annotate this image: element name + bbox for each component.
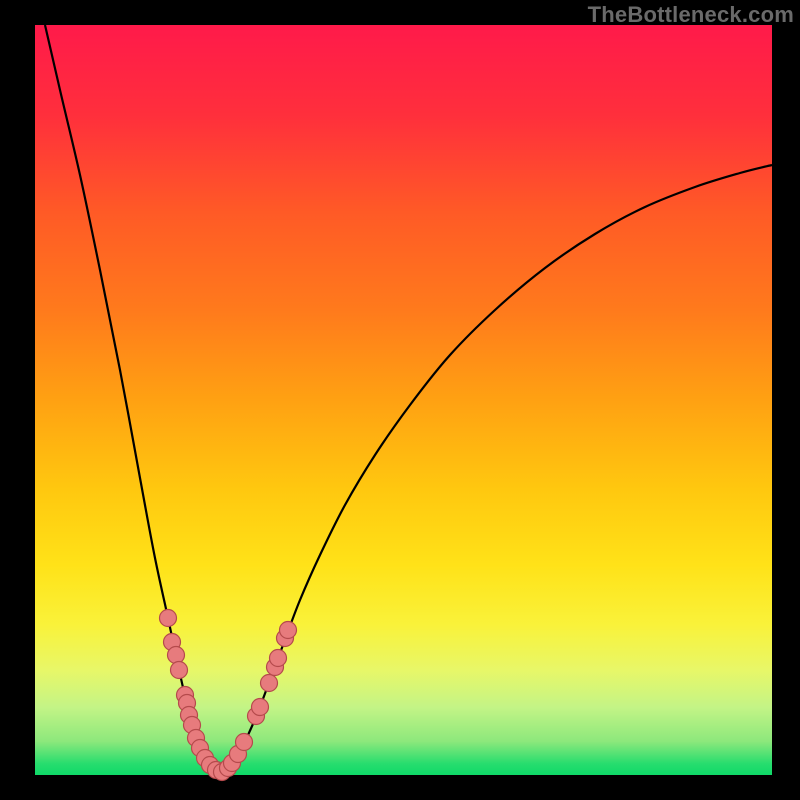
data-marker xyxy=(261,675,278,692)
chart-container: TheBottleneck.com xyxy=(0,0,800,800)
data-marker xyxy=(171,662,188,679)
data-marker xyxy=(280,622,297,639)
data-marker xyxy=(236,734,253,751)
plot-background xyxy=(35,25,772,775)
chart-svg xyxy=(0,0,800,800)
watermark-text: TheBottleneck.com xyxy=(588,2,794,28)
data-marker xyxy=(270,650,287,667)
data-marker xyxy=(168,647,185,664)
data-marker xyxy=(252,699,269,716)
data-marker xyxy=(160,610,177,627)
